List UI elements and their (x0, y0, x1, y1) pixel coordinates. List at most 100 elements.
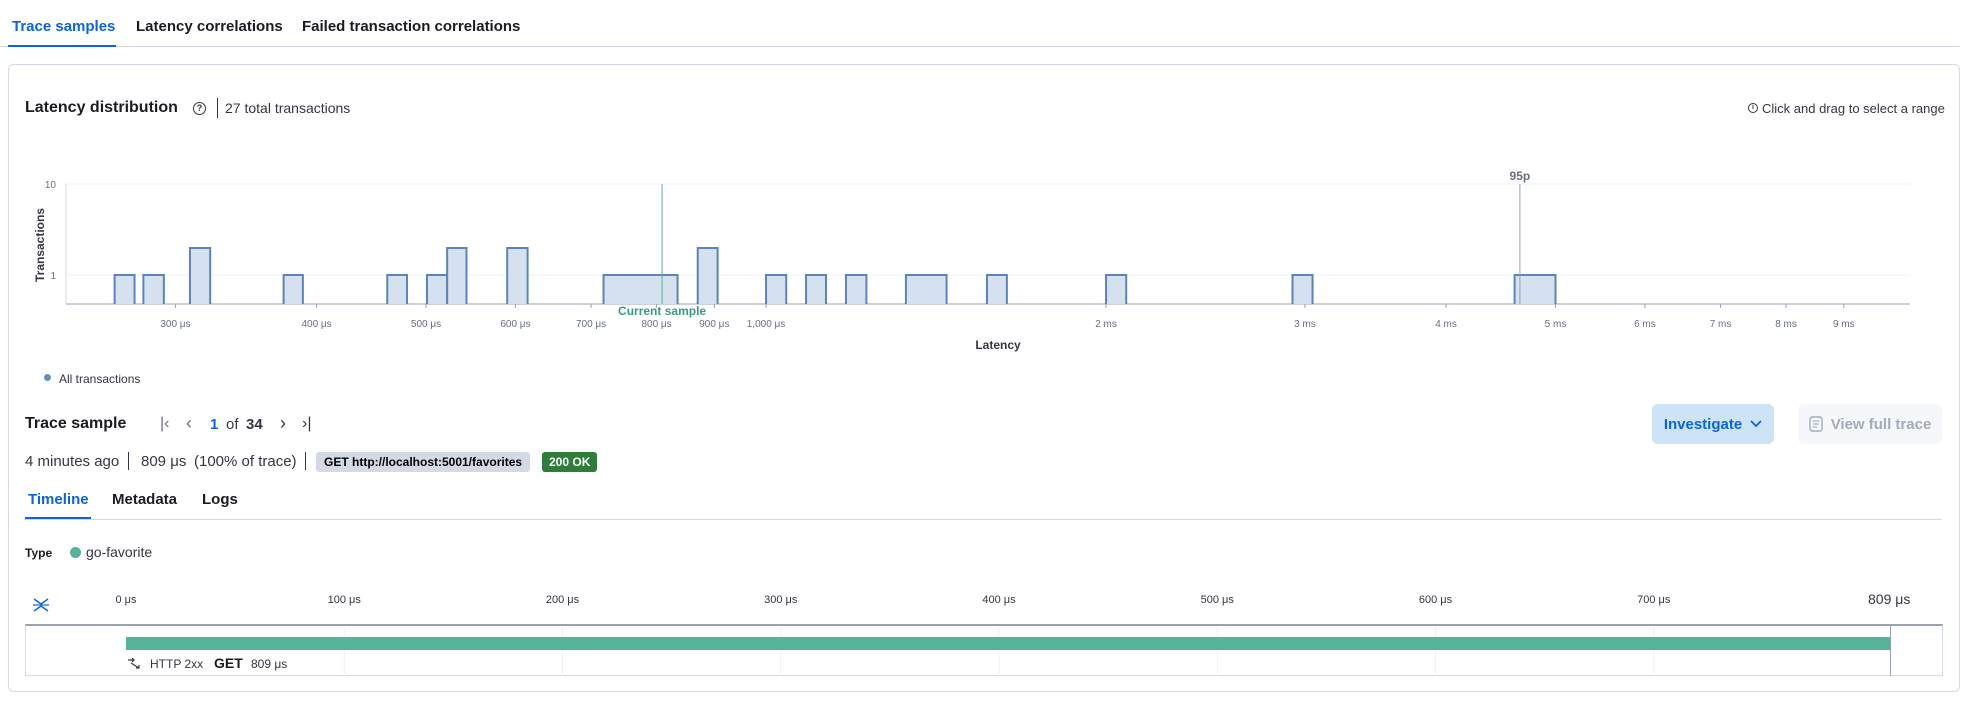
histogram-bar-outline (1513, 274, 1557, 304)
histogram-bar-outline (446, 247, 468, 304)
x-axis-label: Latency (975, 338, 1021, 352)
trace-end-line (1890, 626, 1891, 676)
summary-divider-1 (128, 452, 129, 470)
histogram-bar-outline (985, 274, 1008, 304)
tab-metadata[interactable]: Metadata (112, 491, 178, 508)
x-tick-label: 5 ms (1545, 319, 1567, 330)
timeline-tick-label: 200 μs (545, 594, 580, 606)
histogram-bar (1106, 275, 1127, 304)
span-method[interactable]: GET (214, 655, 243, 671)
x-tick-label: 600 μs (500, 319, 530, 330)
timeline-tick-label: 0 μs (115, 594, 137, 606)
tab-failed-transaction-correlations[interactable]: Failed transaction correlations (302, 18, 521, 35)
chart-annotations: 95p Current sample (618, 169, 1530, 318)
p95-label: 95p (1510, 169, 1531, 183)
histogram-bar (806, 275, 826, 304)
histogram-bar (1292, 275, 1313, 304)
first-page-icon[interactable]: |‹ (160, 415, 170, 432)
timeline-end-label: 809 μs (1868, 591, 1911, 607)
tab-logs[interactable]: Logs (202, 491, 238, 508)
tab-latency-correlations[interactable]: Latency correlations (136, 18, 283, 35)
select-range-hint: Click and drag to select a range (1762, 101, 1945, 116)
span-bar[interactable] (126, 637, 1890, 650)
total-transactions-count: 27 total transactions (225, 100, 351, 116)
x-tick-label: 400 μs (301, 319, 331, 330)
chevron-down-icon (1750, 420, 1762, 428)
histogram-bar-outline (904, 274, 948, 304)
trace-samples-panel (8, 64, 1960, 692)
histogram-bar-outline (188, 247, 212, 304)
x-tick-label: 2 ms (1095, 319, 1117, 330)
sample-duration: 809 μs (141, 453, 187, 470)
histogram-bar (283, 275, 303, 304)
histogram-bar-outline (142, 274, 165, 304)
previous-page-icon[interactable]: ‹ (186, 413, 192, 433)
histogram-bar (427, 275, 448, 304)
x-tick-label: 800 μs (641, 319, 671, 330)
chart-y-ticks: 10 1 (45, 180, 57, 282)
investigate-label: Investigate (1663, 415, 1743, 433)
last-page-icon[interactable]: ›| (302, 415, 312, 432)
histogram-bar (114, 275, 135, 304)
service-color-dot (70, 547, 81, 558)
current-page[interactable]: 1 (210, 416, 219, 433)
status-badge: 200 OK (542, 452, 598, 472)
tab-timeline[interactable]: Timeline (28, 491, 89, 508)
sub-tabs-divider (24, 519, 1942, 520)
view-full-trace-label: View full trace (1830, 415, 1932, 433)
sample-percent-of-trace: (100% of trace) (194, 453, 297, 470)
timeline-tick-label: 400 μs (982, 594, 1016, 606)
x-tick-label: 8 ms (1775, 319, 1797, 330)
request-badge: GET http://localhost:5001/favorites (316, 452, 531, 472)
x-tick-label: 3 ms (1294, 319, 1316, 330)
current-sample-label: Current sample (618, 304, 706, 318)
type-label: Type (25, 546, 53, 560)
trace-sample-title: Trace sample (25, 415, 127, 432)
info-icon: i (1748, 103, 1758, 113)
all-transactions-legend-dot (44, 374, 51, 381)
histogram-bar (603, 275, 678, 304)
tab-trace-samples[interactable]: Trace samples (12, 18, 116, 35)
help-icon[interactable]: ? (193, 102, 206, 115)
histogram-bar (1514, 275, 1556, 304)
collapse-all-icon[interactable] (32, 595, 50, 615)
latency-distribution-title: Latency distribution (25, 99, 178, 116)
histogram-bar (766, 275, 787, 304)
histogram-bar-outline (805, 274, 827, 304)
active-tab-indicator (8, 45, 116, 47)
next-page-icon[interactable]: › (280, 413, 286, 433)
histogram-bar (447, 248, 467, 304)
view-full-trace-button[interactable]: View full trace (1798, 404, 1942, 444)
x-tick-label: 900 μs (699, 319, 729, 330)
timeline-tick-label: 600 μs (1418, 594, 1453, 606)
total-pages[interactable]: 34 (246, 416, 263, 433)
histogram-bar-outline (113, 274, 136, 304)
waterfall (25, 624, 1943, 676)
x-tick-label: 700 μs (576, 319, 606, 330)
histogram-bar-outline (696, 247, 719, 304)
histogram-bar (387, 275, 408, 304)
sample-time-ago: 4 minutes ago (25, 453, 120, 470)
histogram-bar-outline (386, 274, 409, 304)
y-tick-label: 10 (45, 180, 57, 191)
histogram-bar (905, 275, 947, 304)
histogram-bar (697, 248, 718, 304)
active-sub-tab-indicator (25, 517, 91, 519)
chart-x-ticks: 300 μs 400 μs 500 μs 600 μs 700 μs 800 μs 900 … (160, 304, 1855, 330)
document-icon (1808, 416, 1823, 432)
histogram-bar (845, 275, 867, 304)
histogram-bar-outline (844, 274, 868, 304)
service-name[interactable]: go-favorite (86, 544, 153, 560)
all-transactions-legend[interactable]: All transactions (59, 372, 141, 386)
histogram-bar-outline (282, 274, 304, 304)
histogram-bar (189, 248, 211, 304)
span-duration: 809 μs (251, 657, 288, 671)
chart-bars (113, 247, 1557, 304)
timeline-tick-label: 300 μs (764, 594, 798, 606)
investigate-button[interactable]: Investigate (1652, 404, 1774, 444)
x-tick-label: 6 ms (1634, 319, 1656, 330)
summary-divider-2 (305, 452, 306, 470)
timeline-tick-label: 100 μs (327, 594, 361, 606)
